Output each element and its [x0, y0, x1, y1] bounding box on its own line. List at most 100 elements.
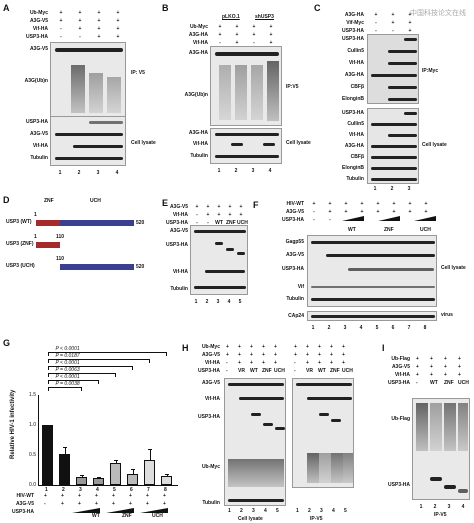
bar	[127, 473, 138, 485]
condition-value: +	[328, 209, 332, 215]
band-label: Vif-HA	[348, 132, 364, 138]
condition-value: +	[416, 364, 419, 370]
lane-number: 3	[343, 325, 347, 331]
condition-value: +	[95, 493, 98, 499]
lane-number: 4	[461, 504, 465, 510]
condition-value: +	[61, 493, 64, 499]
lane-number: 5	[344, 508, 347, 514]
band-label: Gagp55	[285, 239, 304, 245]
band	[55, 157, 123, 160]
construct-start: 1	[34, 212, 37, 218]
condition-value: -	[375, 20, 377, 26]
condition-value: -	[392, 28, 394, 34]
panel-h-lysate-blot	[224, 378, 286, 506]
lane-number: 3	[216, 299, 220, 305]
lane-number: 2	[327, 325, 331, 331]
construct-name: USP3 (ZNF)	[6, 241, 34, 247]
condition-value: +	[97, 34, 101, 40]
error-bar	[98, 477, 100, 479]
panel-h-ip-blot	[292, 378, 354, 488]
lane-number: 3	[252, 508, 255, 514]
bar	[110, 462, 121, 485]
lane-number: 2	[308, 508, 311, 514]
panel-c-lysate-label: Cell lysate	[422, 142, 447, 148]
condition-value: -	[44, 501, 46, 507]
y-tick-label: 1.0	[29, 422, 36, 428]
condition-label: A3G-HA	[344, 12, 364, 18]
lane-number: 1	[58, 170, 62, 176]
condition-value: -	[60, 34, 62, 40]
condition-value: +	[416, 372, 419, 378]
condition-value: +	[116, 26, 120, 32]
condition-value: +	[408, 201, 412, 207]
condition-value: +	[78, 493, 81, 499]
condition-label: Vif-HA	[394, 372, 410, 378]
band	[251, 413, 261, 416]
error-cap	[79, 475, 84, 476]
condition-label: Ub-Myc	[29, 10, 48, 16]
condition-value: -	[416, 380, 418, 386]
band-label: ElonginB	[342, 165, 364, 171]
condition-label: A3G-HA	[188, 32, 208, 38]
lane-number: 1	[311, 325, 315, 331]
condition-value: +	[444, 356, 447, 362]
band	[430, 477, 442, 481]
bar	[93, 478, 104, 485]
error-bar	[64, 446, 66, 454]
lane-number: 2	[433, 504, 437, 510]
smear	[458, 403, 468, 451]
lane-group-label: IP-V5	[434, 512, 447, 518]
x-category-label: 3	[79, 487, 82, 493]
condition-value: +	[330, 360, 333, 366]
panel-f-virus-label: virus	[441, 312, 453, 318]
condition-value: +	[430, 372, 433, 378]
condition-value: VR	[306, 368, 313, 374]
panel-c-letter: C	[314, 3, 321, 13]
panel-a-lysate-label: Cell lysate	[131, 140, 156, 146]
band-label: Vif	[297, 284, 304, 290]
band	[215, 155, 279, 158]
band	[388, 50, 417, 53]
condition-value: +	[97, 18, 101, 24]
condition-value: +	[78, 18, 82, 24]
condition-value: +	[328, 201, 332, 207]
significance-bracket	[47, 366, 133, 370]
band	[226, 248, 234, 251]
band-label: Tubulin	[346, 176, 364, 182]
smear	[71, 65, 85, 113]
condition-value: +	[430, 356, 433, 362]
lane-number: 2	[240, 508, 243, 514]
band	[371, 123, 417, 126]
condition-value: +	[78, 26, 82, 32]
smear	[267, 61, 279, 121]
condition-label: A3G-V5	[285, 209, 304, 215]
condition-label: USP3-HA	[166, 220, 188, 226]
lane-number: 3	[251, 168, 255, 174]
construct-end: 520	[136, 264, 145, 270]
band	[326, 254, 435, 257]
condition-value: +	[228, 212, 232, 218]
condition-value: +	[217, 204, 221, 210]
significance-bracket	[47, 359, 150, 363]
condition-value: +	[206, 212, 210, 218]
lane-number: 3	[96, 170, 100, 176]
lane-number: 3	[447, 504, 451, 510]
panel-g-letter: G	[3, 338, 11, 348]
condition-value: -	[294, 368, 296, 374]
band-label: A3G-HA	[188, 50, 208, 56]
znf-domain-bar	[36, 242, 60, 248]
panel-d-letter: D	[3, 195, 10, 205]
condition-value: +	[269, 24, 273, 30]
condition-value: +	[129, 501, 132, 507]
condition-value: +	[262, 352, 265, 358]
x-category-label: 2	[62, 487, 65, 493]
panel-b-lysate-label: Cell lysate	[286, 140, 311, 146]
condition-value: +	[376, 209, 380, 215]
panel-c-lysate-blot	[367, 108, 419, 184]
panel-c: C A3G-HA + + + Vif-Myc - + + USP3-HA - - + USP3-HA C…	[312, 0, 474, 195]
condition-value: +	[250, 352, 253, 358]
condition-value: +	[444, 372, 447, 378]
band	[205, 270, 245, 273]
condition-label: Ub-Flag	[391, 356, 410, 362]
lane-group-label: IP-V5	[310, 516, 323, 522]
